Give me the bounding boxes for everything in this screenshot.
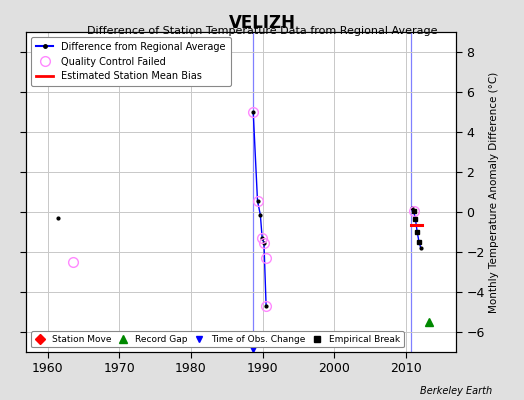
- Text: Difference of Station Temperature Data from Regional Average: Difference of Station Temperature Data f…: [87, 26, 437, 36]
- Y-axis label: Monthly Temperature Anomaly Difference (°C): Monthly Temperature Anomaly Difference (…: [489, 71, 499, 313]
- Text: VELIZH: VELIZH: [228, 14, 296, 32]
- Text: Berkeley Earth: Berkeley Earth: [420, 386, 493, 396]
- Legend: Station Move, Record Gap, Time of Obs. Change, Empirical Break: Station Move, Record Gap, Time of Obs. C…: [31, 331, 404, 348]
